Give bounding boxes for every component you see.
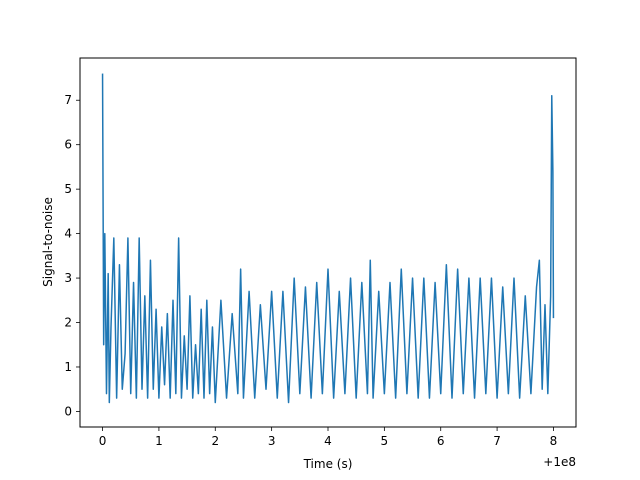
y-tick-label: 4 [64, 227, 72, 241]
y-tick-label: 1 [64, 360, 72, 374]
y-tick-label: 2 [64, 316, 72, 330]
x-axis-ticks: 0 1 2 3 4 5 6 7 8 [99, 427, 558, 448]
x-axis-label: Time (s) [303, 457, 353, 471]
x-tick-label: 2 [211, 434, 219, 448]
y-tick-label: 7 [64, 93, 72, 107]
x-tick-label: 4 [324, 434, 332, 448]
x-tick-label: 6 [437, 434, 445, 448]
y-tick-label: 0 [64, 404, 72, 418]
x-tick-label: 5 [381, 434, 389, 448]
x-tick-label: 3 [268, 434, 276, 448]
y-axis-ticks: 0 1 2 3 4 5 6 7 [64, 93, 80, 418]
x-tick-label: 8 [550, 434, 558, 448]
plot-area [101, 73, 555, 404]
y-tick-label: 3 [64, 271, 72, 285]
y-axis-label: Signal-to-noise [41, 197, 55, 287]
x-offset-label: +1e8 [543, 455, 576, 469]
x-tick-label: 1 [155, 434, 163, 448]
y-tick-label: 6 [64, 138, 72, 152]
y-tick-label: 5 [64, 182, 72, 196]
x-tick-label: 7 [493, 434, 501, 448]
x-tick-label: 0 [99, 434, 107, 448]
series-line-0 [101, 73, 555, 404]
